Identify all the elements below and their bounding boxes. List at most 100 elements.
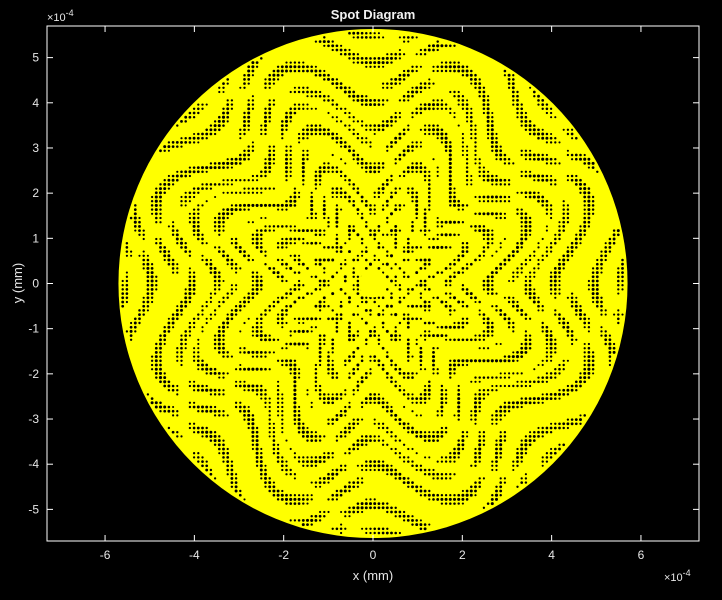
spot-texture-dot [352, 229, 356, 233]
spot-texture-dot [272, 203, 276, 207]
spot-texture-dot [188, 136, 192, 140]
spot-texture-dot [440, 300, 444, 304]
spot-texture-dot [268, 477, 271, 480]
spot-texture-dot [201, 132, 204, 136]
spot-texture-dot [537, 267, 540, 270]
spot-texture-dot [482, 237, 485, 241]
spot-texture-dot [491, 183, 494, 186]
spot-texture-dot [545, 393, 549, 396]
spot-texture-dot [373, 258, 376, 262]
spot-texture-dot [373, 36, 376, 39]
spot-texture-dot [306, 523, 309, 526]
spot-texture-dot [428, 44, 431, 48]
spot-texture-dot [549, 246, 553, 249]
spot-texture-dot [348, 199, 351, 203]
spot-texture-dot [377, 124, 381, 128]
spot-texture-dot [432, 468, 435, 472]
spot-texture-dot [520, 443, 524, 447]
spot-texture-dot [323, 246, 326, 249]
spot-texture-dot [406, 69, 410, 73]
spot-texture-dot [402, 132, 406, 136]
spot-texture-dot [356, 506, 360, 510]
spot-texture-dot [255, 426, 259, 430]
spot-texture-dot [486, 107, 490, 111]
spot-texture-dot [205, 435, 209, 438]
spot-texture-dot [449, 338, 452, 342]
spot-texture-dot [427, 439, 431, 442]
spot-texture-dot [591, 208, 595, 211]
spot-texture-dot [390, 233, 393, 236]
spot-texture-dot [406, 73, 410, 77]
spot-texture-dot [369, 65, 372, 68]
spot-texture-dot [264, 472, 267, 476]
spot-texture-dot [453, 275, 456, 279]
spot-texture-dot [327, 162, 330, 165]
spot-texture-dot [347, 485, 352, 489]
spot-texture-dot [314, 40, 318, 43]
spot-texture-dot [226, 208, 230, 212]
spot-texture-dot [306, 124, 309, 127]
spot-texture-dot [146, 275, 150, 279]
spot-texture-dot [314, 212, 318, 215]
spot-texture-dot [461, 99, 465, 102]
spot-texture-dot [222, 338, 225, 341]
spot-texture-dot [566, 418, 570, 421]
spot-texture-dot [159, 338, 162, 342]
spot-texture-dot [373, 124, 376, 127]
spot-texture-dot [138, 233, 141, 236]
spot-texture-dot [570, 241, 574, 245]
spot-texture-dot [293, 287, 297, 291]
spot-texture-dot [218, 212, 221, 216]
spot-texture-dot [482, 195, 486, 199]
spot-texture-dot [339, 120, 343, 123]
spot-texture-dot [222, 393, 225, 396]
spot-texture-dot [617, 271, 620, 274]
spot-texture-dot [243, 153, 246, 157]
spot-texture-dot [423, 103, 427, 106]
spot-texture-dot [352, 267, 355, 270]
spot-texture-dot [167, 317, 170, 320]
spot-texture-dot [146, 296, 150, 300]
spot-texture-dot [331, 342, 335, 346]
spot-texture-dot [474, 86, 477, 90]
spot-texture-dot [528, 292, 532, 296]
spot-texture-dot [188, 325, 192, 329]
spot-texture-dot [364, 57, 368, 60]
spot-texture-dot [369, 212, 372, 215]
spot-texture-dot [427, 195, 431, 199]
spot-texture-dot [201, 305, 204, 308]
spot-texture-dot [297, 418, 301, 422]
spot-texture-dot [579, 305, 582, 308]
spot-texture-dot [566, 246, 569, 249]
spot-texture-dot [381, 397, 385, 400]
spot-texture-dot [331, 418, 335, 421]
spot-texture-dot [381, 208, 385, 211]
spot-texture-dot [566, 426, 569, 430]
spot-texture-dot [268, 86, 271, 89]
spot-texture-dot [365, 95, 368, 98]
spot-texture-dot [558, 292, 561, 295]
spot-texture-dot [297, 137, 301, 140]
spot-texture-dot [432, 350, 435, 354]
spot-texture-dot [415, 111, 419, 115]
spot-texture-dot [335, 86, 339, 90]
spot-texture-dot [482, 174, 486, 178]
spot-texture-dot [608, 338, 612, 342]
spot-texture-dot [491, 283, 494, 287]
spot-texture-dot [474, 456, 477, 459]
spot-texture-dot [424, 179, 427, 182]
spot-texture-dot [445, 338, 448, 341]
spot-texture-dot [528, 397, 532, 400]
spot-texture-dot [428, 523, 431, 526]
spot-texture-dot [490, 136, 494, 140]
spot-texture-dot [327, 363, 330, 367]
spot-texture-dot [356, 292, 360, 295]
spot-texture-dot [176, 242, 179, 245]
spot-texture-dot [461, 221, 465, 224]
spot-texture-dot [289, 229, 292, 232]
spot-texture-dot [394, 224, 398, 228]
spot-texture-dot [259, 246, 263, 249]
spot-texture-dot [524, 170, 528, 173]
spot-texture-dot [310, 431, 313, 434]
spot-texture-dot [172, 221, 175, 224]
